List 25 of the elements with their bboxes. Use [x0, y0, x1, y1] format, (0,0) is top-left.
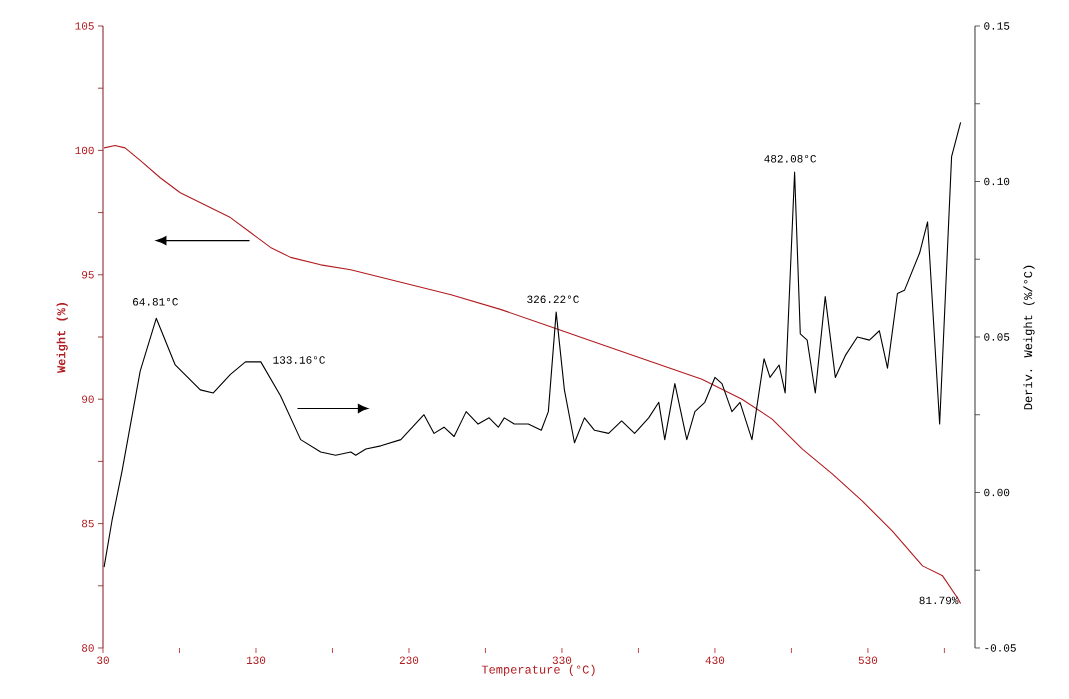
- annotation: 81.79%: [919, 596, 959, 605]
- y-tick-label: 90: [82, 395, 94, 403]
- x-tick-label: 330: [552, 656, 572, 664]
- x-tick-label: 230: [399, 656, 419, 664]
- y2-axis-title: Deriv. Weight (%/°C): [1023, 265, 1035, 410]
- y-tick-label: 100: [75, 146, 94, 155]
- y2-tick-label: 0.05: [984, 333, 1010, 341]
- x-axis-title: Temperature (°C): [481, 664, 595, 677]
- annotation: 64.81°C: [133, 298, 178, 306]
- y-axis-title: Weight (%): [56, 303, 68, 373]
- annotation: 482.08°C: [764, 155, 817, 163]
- y-tick-label: 85: [81, 519, 94, 528]
- y-tick-label: 80: [81, 644, 94, 652]
- annotation: 133.16°C: [273, 356, 325, 364]
- y-tick-label: 95: [82, 271, 94, 279]
- x-tick-label: 130: [246, 656, 266, 664]
- y-tick-label: 105: [75, 22, 94, 30]
- x-tick-label: 430: [705, 656, 725, 664]
- x-tick-label: 530: [858, 656, 878, 664]
- annotation: 326.22°C: [527, 295, 579, 304]
- y2-tick-label: 0.15: [984, 22, 1010, 30]
- y2-tick-label: 0.10: [984, 177, 1010, 186]
- y2-tick-label: -0.05: [985, 644, 1016, 652]
- x-tick-label: 30: [97, 656, 109, 664]
- y2-tick-label: 0.00: [984, 488, 1010, 497]
